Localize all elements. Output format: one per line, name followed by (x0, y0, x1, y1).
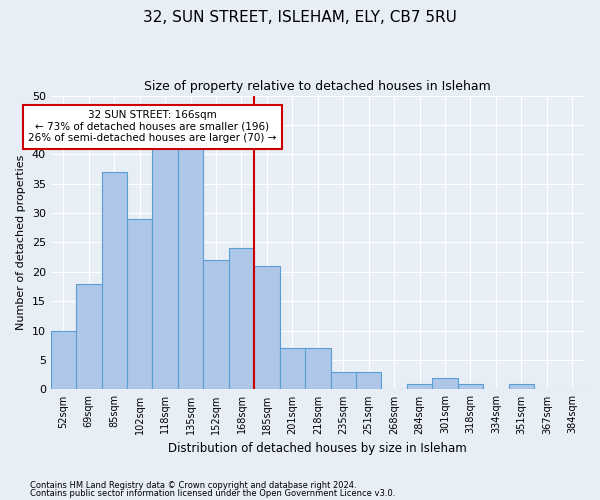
Bar (254, 266, 280, 390)
Bar (331, 372, 356, 390)
Text: 32 SUN STREET: 166sqm
← 73% of detached houses are smaller (196)
26% of semi-det: 32 SUN STREET: 166sqm ← 73% of detached … (28, 110, 277, 144)
Text: 32, SUN STREET, ISLEHAM, ELY, CB7 5RU: 32, SUN STREET, ISLEHAM, ELY, CB7 5RU (143, 10, 457, 25)
Bar (305, 348, 331, 390)
Bar (433, 378, 458, 390)
Bar (458, 384, 483, 390)
Bar (127, 219, 152, 390)
Bar (407, 384, 433, 390)
Bar (50, 330, 76, 390)
Bar (203, 260, 229, 390)
Text: Contains HM Land Registry data © Crown copyright and database right 2024.: Contains HM Land Registry data © Crown c… (30, 481, 356, 490)
X-axis label: Distribution of detached houses by size in Isleham: Distribution of detached houses by size … (169, 442, 467, 455)
Title: Size of property relative to detached houses in Isleham: Size of property relative to detached ho… (145, 80, 491, 93)
Bar (509, 384, 534, 390)
Bar (280, 348, 305, 390)
Y-axis label: Number of detached properties: Number of detached properties (16, 155, 26, 330)
Bar (101, 172, 127, 390)
Bar (178, 148, 203, 390)
Bar (152, 148, 178, 390)
Bar (356, 372, 382, 390)
Bar (229, 248, 254, 390)
Text: Contains public sector information licensed under the Open Government Licence v3: Contains public sector information licen… (30, 488, 395, 498)
Bar (76, 284, 101, 390)
